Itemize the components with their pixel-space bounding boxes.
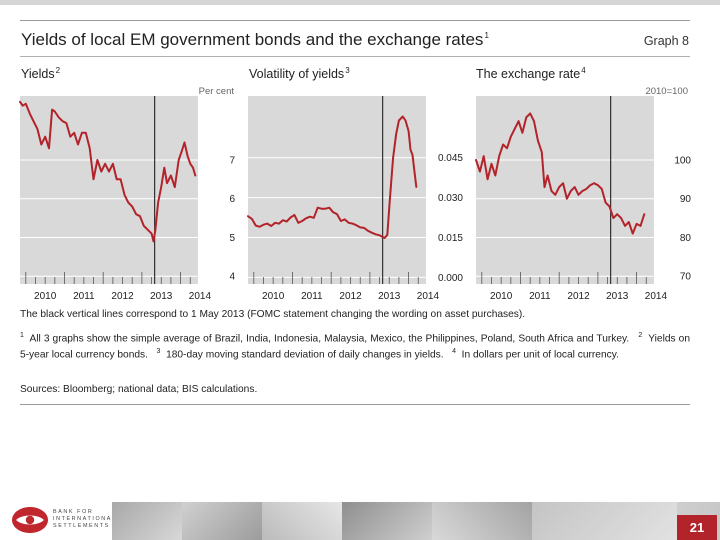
y-tick-label: 100 bbox=[674, 155, 691, 166]
y-tick-label: 70 bbox=[680, 272, 692, 283]
footnote-1-mark: 1 bbox=[20, 332, 24, 339]
footnote-4: In dollars per unit of local currency. bbox=[461, 349, 619, 361]
top-bar bbox=[0, 0, 720, 5]
y-tick-label: 6 bbox=[229, 194, 235, 205]
panel-1-title: Yields2 bbox=[21, 66, 61, 82]
exchange-rate-chart: 70 80 90 100 2010 2011 2012 2013 2014 bbox=[475, 96, 692, 302]
y-tick-label: 80 bbox=[680, 233, 692, 244]
panel-3-unit: 2010=100 bbox=[645, 86, 688, 97]
yields-chart: 4 5 6 7 2010 2011 2012 2013 2014 bbox=[19, 96, 235, 302]
footnotes: 1 All 3 graphs show the simple average o… bbox=[20, 330, 690, 362]
footnote-4-mark: 4 bbox=[452, 347, 456, 355]
plot-area bbox=[248, 96, 426, 284]
x-tick-label: 2010 bbox=[490, 291, 513, 302]
graph-label: Graph 8 bbox=[643, 34, 689, 48]
y-tick-label: 0.030 bbox=[438, 193, 463, 204]
x-tick-label: 2012 bbox=[567, 291, 590, 302]
bis-logo-text: BANK FOR INTERNATIONAL SETTLEMENTS bbox=[53, 509, 117, 530]
y-tick-label: 0.015 bbox=[438, 233, 463, 244]
series-line bbox=[475, 112, 646, 235]
footnote-2: Yields on 5-year local currency bonds. bbox=[20, 333, 691, 361]
footer-photo-strip bbox=[112, 502, 720, 540]
x-tick-label: 2012 bbox=[111, 291, 134, 302]
series-line bbox=[247, 115, 418, 239]
x-tick-label: 2010 bbox=[34, 291, 57, 302]
footnote-2-mark: 2 bbox=[638, 332, 643, 339]
x-tick-label: 2011 bbox=[301, 291, 323, 302]
panel-3-title: The exchange rate4 bbox=[476, 66, 586, 82]
sources: Sources: Bloomberg; national data; BIS c… bbox=[20, 384, 258, 395]
bis-logo-icon bbox=[12, 507, 48, 533]
x-tick-label: 2014 bbox=[417, 291, 440, 302]
y-tick-label: 4 bbox=[229, 272, 235, 283]
footnote-1: All 3 graphs show the simple average of … bbox=[29, 333, 630, 345]
page-number: 21 bbox=[677, 515, 717, 540]
panel-2-title: Volatility of yields3 bbox=[249, 66, 350, 82]
x-tick-label: 2010 bbox=[262, 291, 285, 302]
y-tick-label: 5 bbox=[229, 233, 235, 244]
x-tick-label: 2013 bbox=[378, 291, 401, 302]
y-tick-label: 0.000 bbox=[438, 273, 463, 284]
series-line bbox=[19, 100, 197, 243]
chart-title: Yields of local EM government bonds and … bbox=[21, 30, 489, 49]
top-rule bbox=[20, 20, 690, 21]
x-tick-label: 2011 bbox=[73, 291, 95, 302]
logo-line-2: INTERNATIONAL bbox=[53, 516, 117, 522]
vline-note: The black vertical lines correspond to 1… bbox=[20, 309, 526, 320]
plot-area bbox=[20, 96, 198, 284]
x-tick-label: 2013 bbox=[150, 291, 173, 302]
x-tick-label: 2014 bbox=[645, 291, 668, 302]
x-tick-label: 2012 bbox=[339, 291, 362, 302]
y-tick-label: 0.045 bbox=[438, 153, 463, 164]
y-tick-label: 7 bbox=[229, 155, 235, 166]
logo-line-1: BANK FOR bbox=[53, 509, 94, 515]
x-tick-label: 2011 bbox=[529, 291, 551, 302]
y-tick-label: 90 bbox=[680, 194, 692, 205]
x-tick-label: 2013 bbox=[606, 291, 629, 302]
x-tick-label: 2014 bbox=[189, 291, 212, 302]
footnote-3: 180-day moving standard deviation of dai… bbox=[166, 349, 444, 361]
volatility-chart: 0.000 0.015 0.030 0.045 2010 2011 2012 2013 2014 bbox=[247, 96, 463, 302]
title-rule bbox=[20, 56, 690, 57]
logo-line-3: SETTLEMENTS bbox=[53, 523, 110, 529]
panel-1-unit: Per cent bbox=[198, 86, 234, 97]
bottom-rule bbox=[20, 404, 690, 405]
footnote-3-mark: 3 bbox=[156, 347, 161, 355]
